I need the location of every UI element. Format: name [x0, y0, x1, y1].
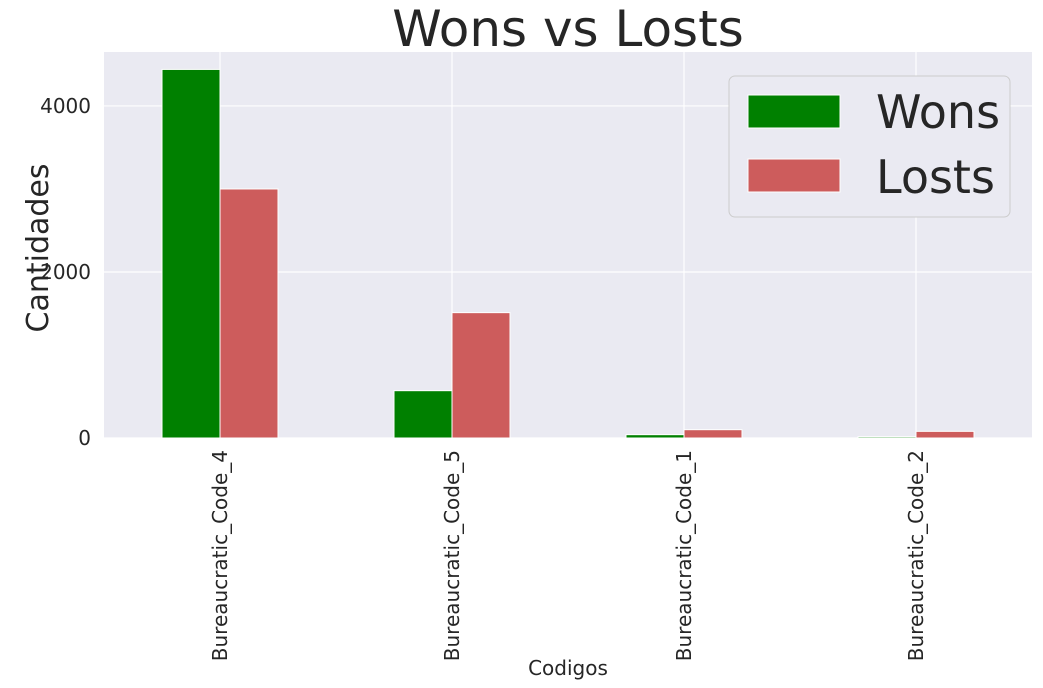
legend-label-losts: Losts [876, 150, 995, 204]
bar-wons-1 [161, 68, 221, 439]
bar-wons-3 [625, 434, 685, 439]
legend-swatch-losts [747, 158, 841, 193]
x-tick-label: Bureaucratic_Code_2 [904, 450, 928, 661]
bar-losts-2 [451, 312, 511, 439]
x-tick-label: Bureaucratic_Code_5 [440, 450, 464, 661]
bar-wons-4 [857, 436, 917, 439]
bar-losts-4 [915, 430, 975, 439]
y-tick-label: 0 [78, 426, 91, 450]
y-axis-label: Cantidades [21, 164, 56, 333]
y-tick-label: 4000 [40, 94, 91, 118]
chart-title: Wons vs Losts [392, 0, 744, 58]
y-tick-labels: 0 2000 4000 [40, 94, 91, 450]
legend-swatch-wons [747, 94, 841, 129]
legend: Wons Losts [728, 75, 1011, 218]
bars [161, 68, 975, 439]
x-axis-label: Codigos [528, 656, 608, 680]
bar-losts-1 [219, 188, 279, 439]
x-tick-label: Bureaucratic_Code_1 [672, 450, 696, 661]
y-tick-label: 2000 [40, 260, 91, 284]
bar-losts-3 [683, 429, 743, 439]
bar-wons-2 [393, 390, 453, 439]
legend-label-wons: Wons [876, 85, 1000, 139]
x-tick-label: Bureaucratic_Code_4 [208, 450, 232, 661]
x-tick-labels: Bureaucratic_Code_4 Bureaucratic_Code_5 Bu… [208, 450, 928, 661]
